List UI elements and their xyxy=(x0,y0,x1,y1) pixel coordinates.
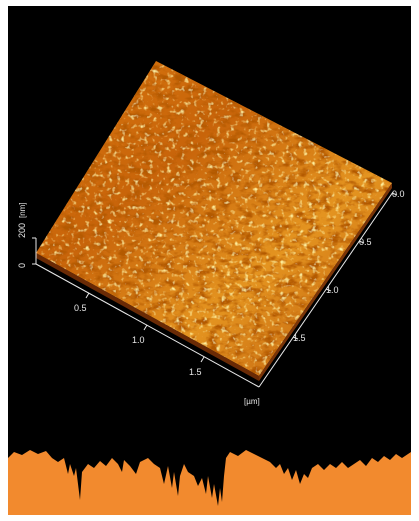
x-tick-0-5: 0.5 xyxy=(74,303,87,313)
surface-texture xyxy=(36,61,392,376)
surface-plot xyxy=(36,61,392,381)
afm-render: 0 200 [nm] 0.5 1.0 1.5 [µm] 0.0 0.5 1.0 … xyxy=(8,61,411,515)
x-unit: [µm] xyxy=(244,397,260,406)
x-axis xyxy=(35,263,260,388)
surface-left-wall xyxy=(36,253,259,381)
z-unit: [nm] xyxy=(18,202,27,218)
y-tick-1-5: 1.5 xyxy=(293,333,306,343)
z-tick-0: 0 xyxy=(17,263,27,268)
z-tick-200: 200 xyxy=(17,223,27,238)
x-tick-1-0: 1.0 xyxy=(132,335,145,345)
y-tick-1-0: 1.0 xyxy=(326,285,339,295)
x-tick-1-5: 1.5 xyxy=(189,367,202,377)
surface-right-wall xyxy=(259,183,392,381)
tick-labels: 0 200 [nm] 0.5 1.0 1.5 [µm] 0.0 0.5 1.0 … xyxy=(17,189,405,406)
axes xyxy=(32,191,398,388)
afm-scene: 0 200 [nm] 0.5 1.0 1.5 [µm] 0.0 0.5 1.0 … xyxy=(8,6,411,515)
cross-section-profile xyxy=(8,450,411,515)
y-tick-0-5: 0.5 xyxy=(359,237,372,247)
y-tick-0-0: 0.0 xyxy=(392,189,405,199)
